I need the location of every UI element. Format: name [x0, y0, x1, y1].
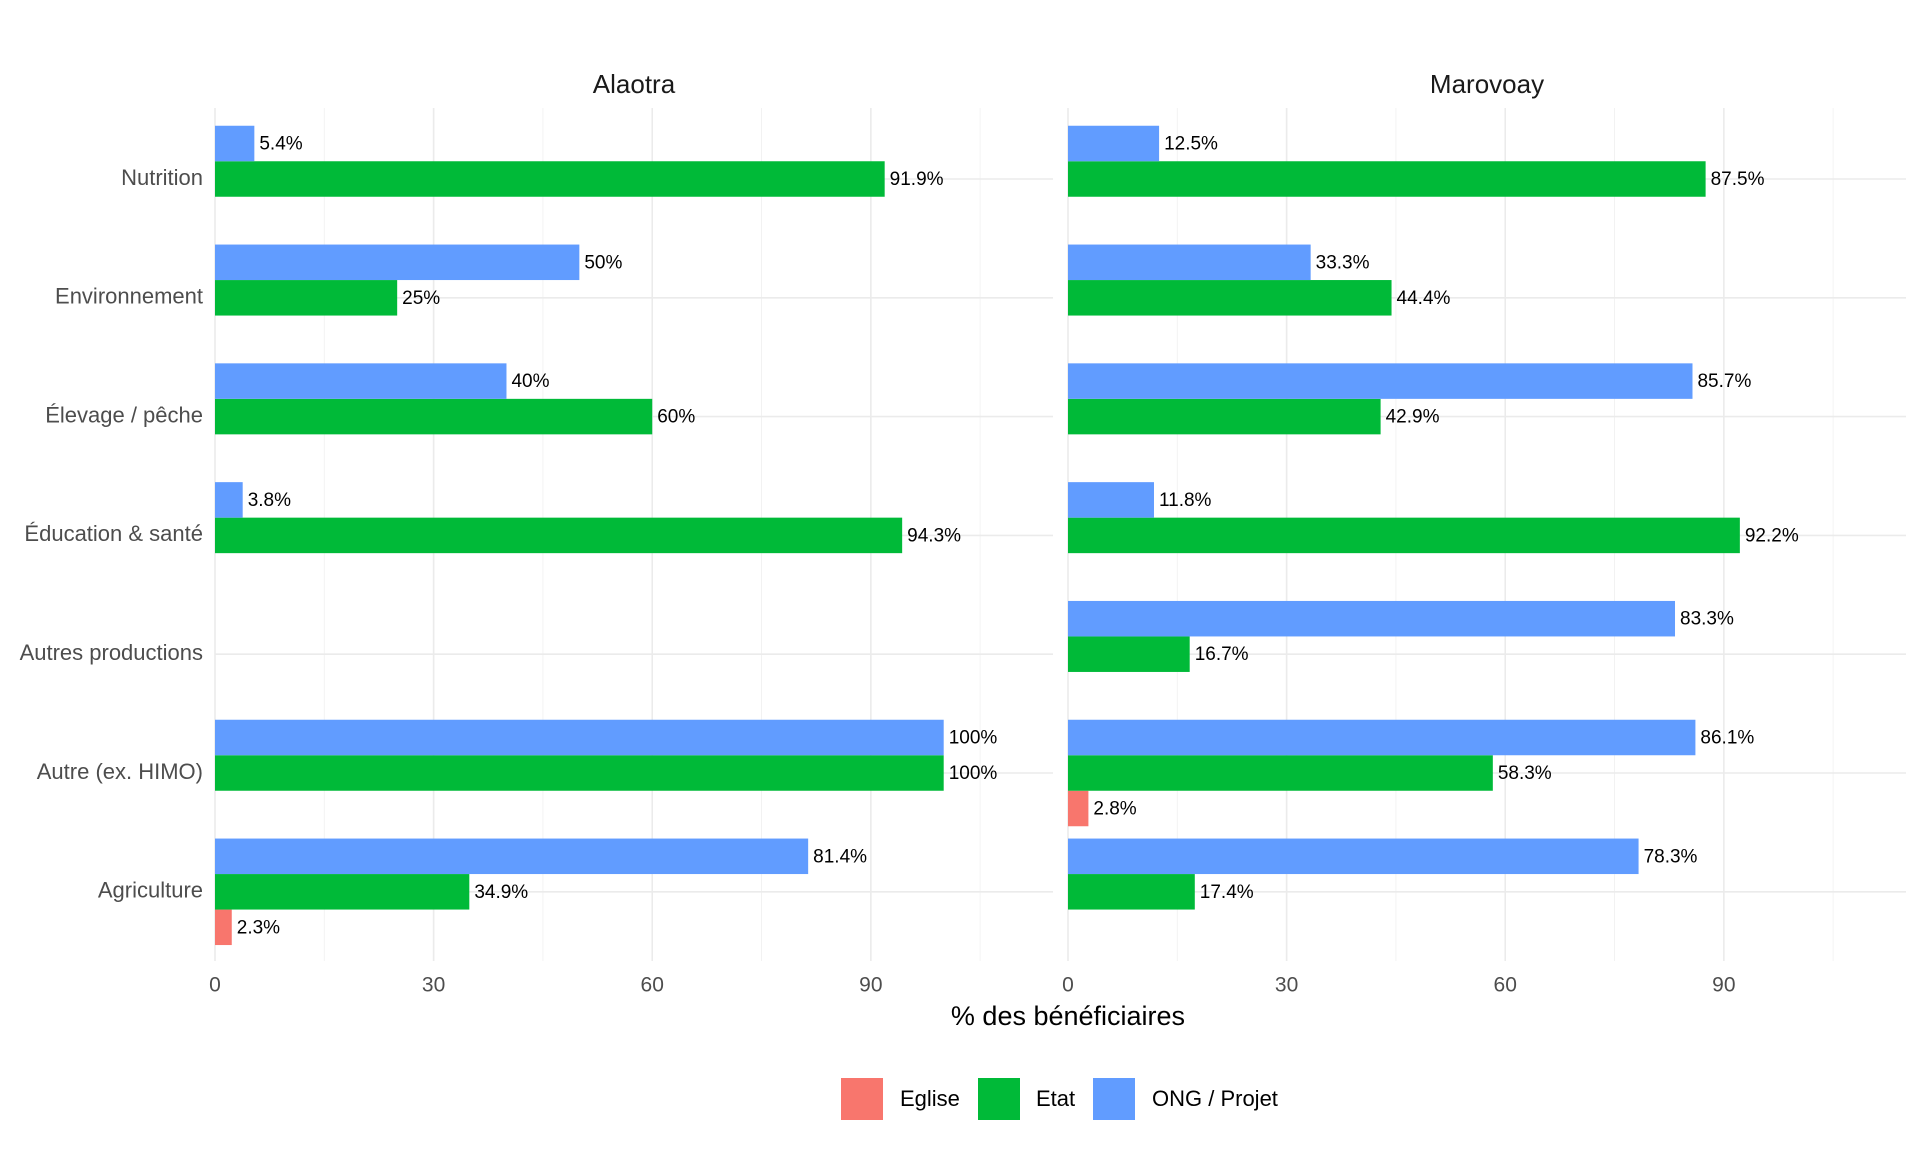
y-tick-label: Éducation & santé — [24, 521, 203, 546]
bar-etat — [1068, 755, 1493, 791]
y-tick-label: Environnement — [55, 284, 203, 309]
bar-eglise — [1068, 790, 1089, 827]
data-label: 87.5% — [1711, 169, 1765, 190]
bar-ong-projet — [215, 482, 243, 518]
x-tick-label: 90 — [859, 974, 882, 997]
legend-key-ong-projet — [1093, 1078, 1135, 1120]
bar-etat — [1068, 874, 1195, 910]
bar-etat — [215, 517, 903, 554]
data-label: 33.3% — [1316, 252, 1370, 273]
data-label: 86.1% — [1700, 728, 1754, 749]
bar-etat — [1068, 280, 1392, 316]
data-label: 44.4% — [1397, 288, 1451, 309]
data-label: 3.8% — [248, 490, 291, 511]
bar-ong-projet — [1068, 719, 1696, 756]
bar-etat — [215, 874, 470, 910]
data-label: 78.3% — [1644, 846, 1698, 867]
data-label: 81.4% — [813, 846, 867, 867]
bar-etat — [215, 398, 653, 435]
legend-key-eglise — [841, 1078, 883, 1120]
panel-title: Marovoay — [1430, 69, 1544, 99]
data-label: 85.7% — [1697, 371, 1751, 392]
bar-ong-projet — [1068, 244, 1311, 281]
data-label: 91.9% — [890, 169, 944, 190]
bar-etat — [1068, 636, 1190, 672]
bar-ong-projet — [215, 244, 580, 281]
y-tick-label: Nutrition — [121, 165, 203, 190]
x-tick-label: 90 — [1712, 974, 1735, 997]
panel-title: Alaotra — [593, 69, 676, 99]
data-label: 83.3% — [1680, 609, 1734, 630]
bar-etat — [215, 755, 944, 791]
x-tick-label: 60 — [1494, 974, 1517, 997]
bar-ong-projet — [215, 125, 255, 162]
data-label: 40% — [511, 371, 549, 392]
bar-etat — [215, 161, 885, 197]
bar-ong-projet — [215, 363, 507, 399]
bar-etat — [1068, 398, 1381, 435]
legend-key-etat — [978, 1078, 1020, 1120]
data-label: 92.2% — [1745, 525, 1799, 546]
x-axis-title: % des bénéficiaires — [951, 1001, 1185, 1031]
x-tick-label: 60 — [641, 974, 664, 997]
data-label: 2.8% — [1093, 799, 1136, 820]
bar-ong-projet — [1068, 482, 1154, 518]
bar-etat — [215, 280, 398, 316]
data-label: 50% — [584, 252, 622, 273]
x-tick-label: 0 — [209, 974, 221, 997]
bar-etat — [1068, 517, 1740, 554]
data-label: 100% — [949, 728, 998, 749]
data-label: 11.8% — [1159, 490, 1212, 511]
data-label: 42.9% — [1386, 407, 1440, 428]
bar-ong-projet — [1068, 125, 1160, 162]
x-tick-label: 0 — [1062, 974, 1074, 997]
legend: Eglise Etat ONG / Projet — [841, 1078, 1278, 1120]
data-label: 16.7% — [1195, 644, 1249, 665]
legend-label: Etat — [1036, 1086, 1075, 1111]
data-label: 58.3% — [1498, 763, 1552, 784]
bar-ong-projet — [215, 719, 944, 756]
bar-ong-projet — [1068, 838, 1639, 875]
data-label: 12.5% — [1164, 134, 1218, 155]
data-label: 5.4% — [259, 134, 302, 155]
bar-ong-projet — [1068, 600, 1676, 637]
data-label: 34.9% — [474, 882, 528, 903]
data-label: 60% — [657, 407, 695, 428]
x-tick-label: 30 — [422, 974, 445, 997]
data-label: 2.3% — [237, 917, 280, 938]
bar-eglise — [215, 909, 232, 946]
bar-etat — [1068, 161, 1706, 197]
legend-label: Eglise — [900, 1086, 960, 1111]
panel-marovoay: Marovoay 0 30 60 90 2.8% 87.5% 44.4% 42.9% 92.2% 1… — [1062, 69, 1906, 997]
data-label: 94.3% — [907, 525, 961, 546]
y-tick-label: Élevage / pêche — [45, 402, 203, 427]
bar-ong-projet — [1068, 363, 1693, 399]
y-tick-label: Autre (ex. HIMO) — [37, 759, 203, 784]
data-label: 17.4% — [1200, 882, 1254, 903]
data-label: 25% — [402, 288, 440, 309]
panel-alaotra: Alaotra 0 30 60 90 Nutrition Environnement Élev… — [20, 69, 1053, 997]
y-tick-label: Agriculture — [98, 878, 203, 903]
legend-label: ONG / Projet — [1152, 1086, 1278, 1111]
y-tick-label: Autres productions — [20, 640, 203, 665]
data-label: 100% — [949, 763, 998, 784]
x-tick-label: 30 — [1275, 974, 1298, 997]
bar-ong-projet — [215, 838, 809, 875]
